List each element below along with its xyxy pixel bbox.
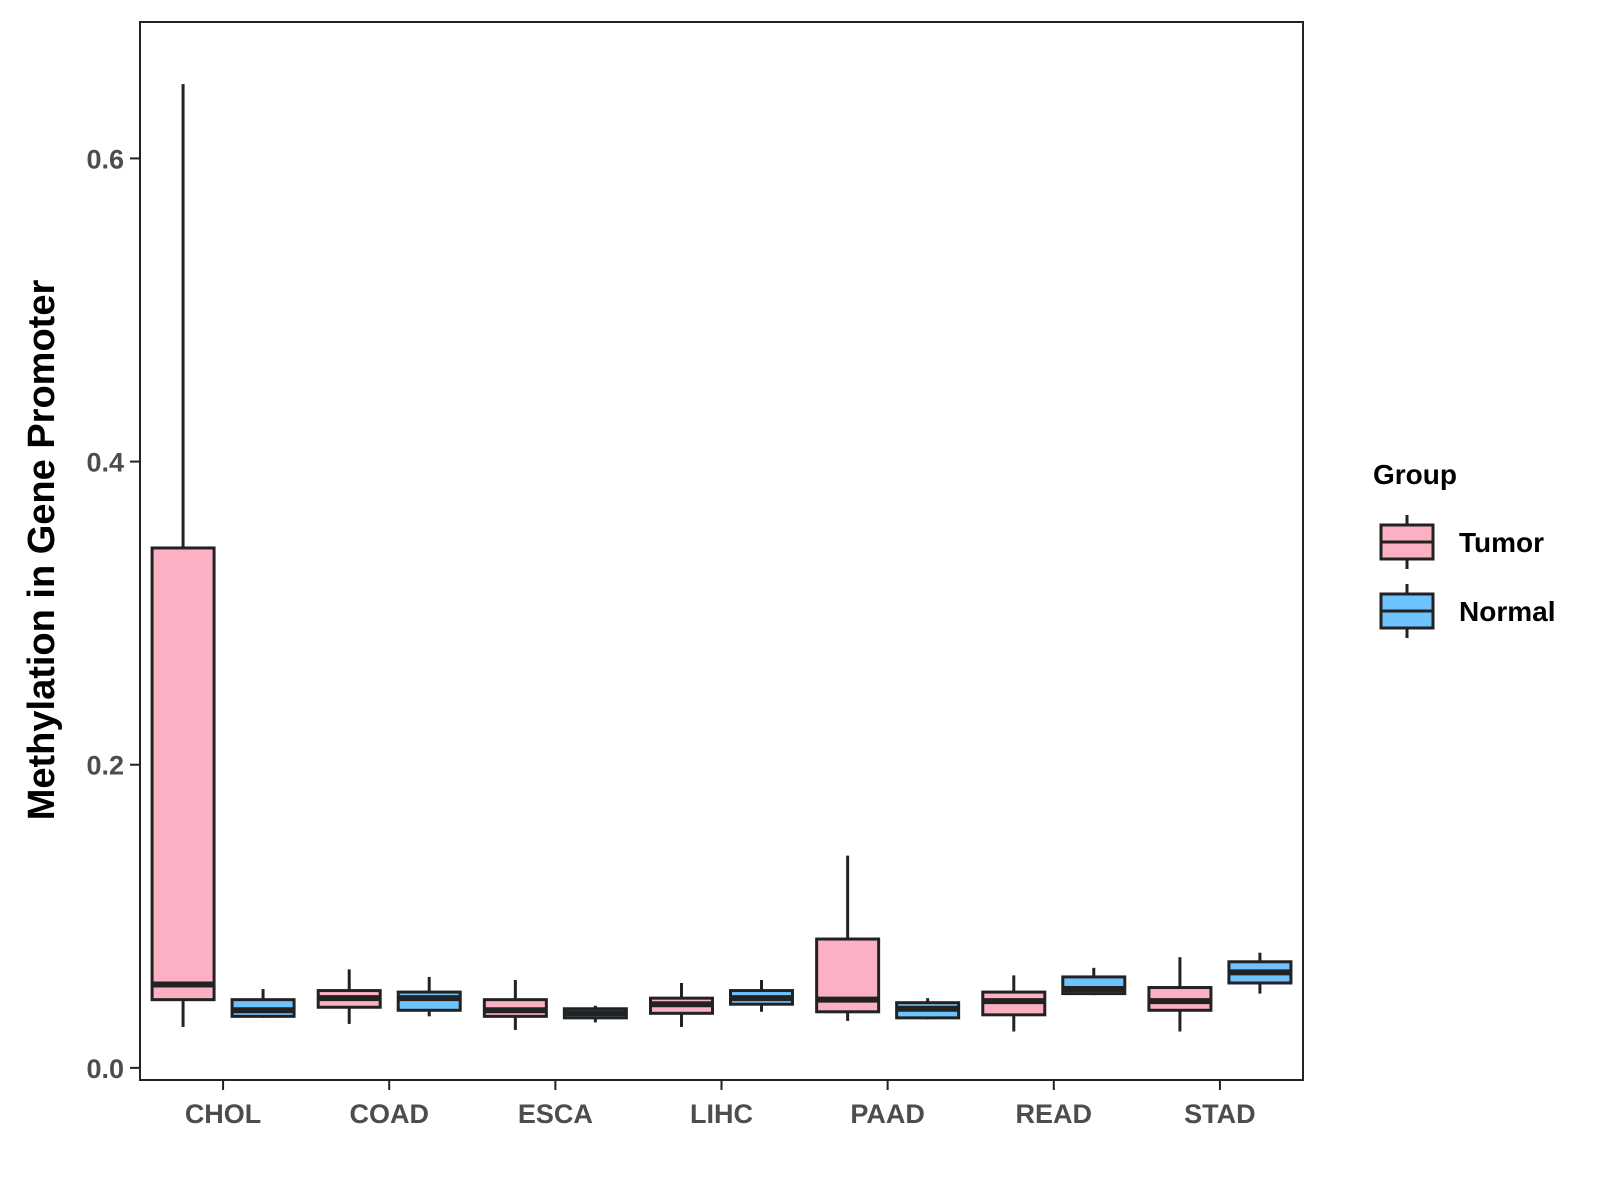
y-tick-label: 0.0 <box>86 1054 124 1084</box>
box-normal-esca <box>562 1005 628 1023</box>
box-body <box>150 546 216 1002</box>
y-axis-title: Methylation in Gene Promoter <box>21 280 63 821</box>
box-normal-read <box>1061 967 1127 996</box>
box-tumor-chol <box>150 84 216 1027</box>
box-normal-paad <box>895 998 961 1020</box>
legend-item-tumor: Tumor <box>1379 515 1544 569</box>
x-tick-label: CHOL <box>185 1099 262 1129</box>
box-normal-lihc <box>729 979 794 1012</box>
box-tumor-lihc <box>649 982 714 1027</box>
legend-item-normal: Normal <box>1379 584 1555 638</box>
y-axis: 0.0 0.2 0.4 0.6 <box>86 144 140 1084</box>
box-normal-coad <box>396 976 462 1017</box>
y-tick-label: 0.4 <box>86 448 124 478</box>
boxes-layer <box>150 84 1293 1032</box>
y-tick-label: 0.2 <box>86 751 124 781</box>
x-tick-label: LIHC <box>690 1099 753 1129</box>
box-normal-chol <box>230 989 296 1018</box>
x-tick-label: ESCA <box>518 1099 593 1129</box>
box-tumor-read <box>981 975 1047 1032</box>
box-tumor-coad <box>316 969 382 1024</box>
legend-title: Group <box>1373 459 1457 490</box>
y-tick-label: 0.6 <box>86 144 124 174</box>
legend-label: Tumor <box>1459 527 1544 558</box>
legend-label: Normal <box>1459 596 1555 627</box>
x-tick-label: COAD <box>349 1099 429 1129</box>
x-tick-label: STAD <box>1184 1099 1256 1129</box>
box-tumor-stad <box>1147 957 1213 1032</box>
box-normal-stad <box>1227 952 1293 994</box>
x-axis: CHOL COAD ESCA LIHC PAAD READ STAD <box>185 1080 1256 1129</box>
legend: Group Tumor Normal <box>1373 459 1555 638</box>
box-tumor-paad <box>815 855 881 1021</box>
box-body <box>396 990 462 1012</box>
box-tumor-esca <box>482 979 548 1030</box>
x-tick-label: PAAD <box>850 1099 925 1129</box>
x-tick-label: READ <box>1016 1099 1093 1129</box>
